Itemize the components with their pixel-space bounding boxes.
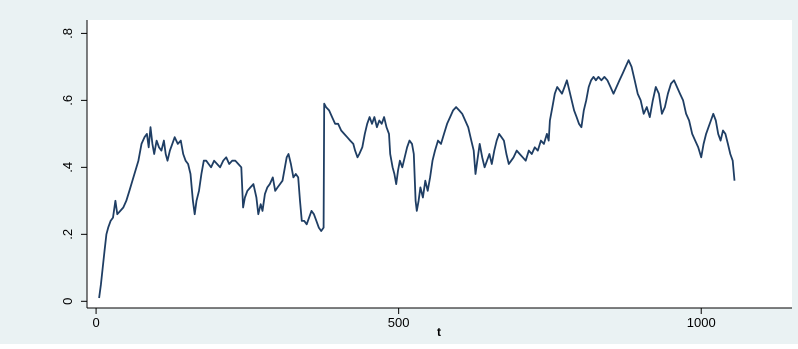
y-tick-label: .4: [60, 162, 75, 173]
x-axis-label: t: [437, 325, 441, 339]
plot-area: [87, 20, 792, 308]
y-tick-label: .8: [60, 28, 75, 39]
x-tick-label: 0: [92, 315, 99, 330]
y-tick-label: .6: [60, 95, 75, 106]
y-tick-label: .2: [60, 229, 75, 240]
x-tick-label: 1000: [687, 315, 716, 330]
x-tick-label: 500: [388, 315, 410, 330]
y-tick-label: 0: [60, 298, 75, 305]
